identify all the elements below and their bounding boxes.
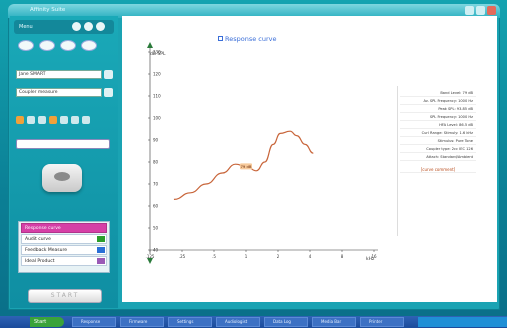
x-tick-label: 1 (245, 254, 248, 259)
y-tick-label: 90 (153, 138, 159, 143)
info-row: HFA Level: 86.5 dB (400, 122, 476, 129)
client-select[interactable]: Jane SMART (16, 70, 102, 79)
x-tick-label: 2 (277, 254, 280, 259)
start-button[interactable]: START (28, 289, 102, 303)
y-tick-label: 80 (153, 160, 159, 165)
taskbar: Start Response Firmware Settings Audiologis… (0, 316, 507, 328)
system-tray (418, 317, 507, 327)
x-tick-label: .5 (212, 254, 216, 259)
sound-icon[interactable] (81, 40, 97, 51)
y-tick-label: 110 (153, 94, 161, 99)
x-tick-label: .25 (179, 254, 186, 259)
measurement-label: Audit curve (25, 237, 51, 242)
measurement-item[interactable]: Audit curve (21, 234, 107, 244)
measurement-item[interactable]: Feedback Measure (21, 245, 107, 255)
x-tick-label: 4 (309, 254, 312, 259)
home-icon[interactable] (72, 22, 81, 31)
taskbar-item[interactable]: Printer (360, 317, 404, 327)
search-input[interactable] (16, 139, 110, 149)
export-icon[interactable] (82, 116, 90, 124)
response-chart: 130 120 110 100 90 80 70 60 50 40.125 .25 .5 1 2 4 8 16 7… (146, 42, 378, 264)
response-curve-line (173, 130, 314, 200)
client-select-icon[interactable] (104, 70, 113, 79)
info-row: Peak SPL: 93.85 dB (400, 106, 476, 113)
taskbar-item[interactable]: Response (72, 317, 116, 327)
folder-icon[interactable] (16, 116, 24, 124)
y-tick-label: 100 (153, 116, 161, 121)
taskbar-item[interactable]: Audiologist (216, 317, 260, 327)
info-row: Curl Range: Stimuly: 1.6 kHz (400, 130, 476, 137)
x-tick-label: 8 (341, 254, 344, 259)
x-tick-label: .125 (146, 254, 155, 259)
annotation-box (240, 163, 252, 170)
close-icon[interactable] (487, 6, 496, 15)
y-tick-label: 70 (153, 182, 159, 187)
zoom-icon[interactable] (60, 116, 68, 124)
y-tick-label: 50 (153, 226, 159, 231)
axis-up-arrow-icon (147, 42, 153, 48)
curve-comment-link[interactable]: [curve comment] (400, 166, 476, 173)
left-sidebar: Menu Jane SMART Coupler measure Response… (10, 16, 118, 308)
app-title: Affinity Suite (30, 7, 66, 13)
list-icon[interactable] (27, 116, 35, 124)
taskbar-item[interactable]: Firmware (120, 317, 164, 327)
measurement-color-icon (97, 225, 105, 231)
ear-select[interactable]: Coupler measure (16, 88, 102, 97)
measurement-item[interactable]: Ideal Product (21, 256, 107, 266)
info-row: Coupler type: 2cc IEC 126 (400, 146, 476, 153)
y-axis-unit: dB SPL (150, 52, 166, 57)
measurement-item[interactable]: Response curve (21, 223, 107, 233)
chart-title: Response curve (218, 35, 277, 43)
right-ear-icon[interactable] (60, 40, 76, 51)
hearing-aid-device-image (42, 164, 82, 192)
measurement-color-icon (97, 258, 105, 264)
taskbar-item[interactable]: Data Log (264, 317, 308, 327)
info-row: Stimulus: Pure Tone (400, 138, 476, 145)
menu-button[interactable]: Menu (19, 24, 33, 30)
minimize-icon[interactable] (465, 6, 474, 15)
image-icon[interactable] (49, 116, 57, 124)
measurement-list: Response curve Audit curve Feedback Measur… (18, 221, 110, 273)
binaural-icon[interactable] (39, 40, 55, 51)
taskbar-item[interactable]: Media Bar (312, 317, 356, 327)
y-tick-label: 40 (153, 248, 159, 253)
help-icon[interactable] (96, 22, 105, 31)
x-axis-unit: kHz (366, 257, 375, 262)
info-row: Attach: Standard/Ambient (400, 154, 476, 161)
y-tick-label: 60 (153, 204, 159, 209)
axis-down-arrow-icon (147, 258, 153, 264)
info-panel: Band Level: 79 dB Av. SPL Frequency: 1000… (397, 86, 477, 236)
y-tick-label: 130 (153, 50, 161, 55)
left-ear-icon[interactable] (18, 40, 34, 51)
maximize-icon[interactable] (476, 6, 485, 15)
measurement-label: Feedback Measure (25, 248, 67, 253)
measurement-color-icon (97, 236, 105, 242)
title-bar: Affinity Suite (8, 4, 500, 18)
settings-icon[interactable] (84, 22, 93, 31)
info-row: SPL Frequency: 1000 Hz (400, 114, 476, 121)
chart-title-text: Response curve (225, 35, 277, 43)
taskbar-item[interactable]: Settings (168, 317, 212, 327)
annotation-label: 79 dB (240, 164, 251, 169)
measurement-label: Response curve (25, 226, 61, 231)
start-menu-button[interactable]: Start (30, 317, 64, 327)
info-row: Av. SPL Frequency: 1000 Hz (400, 98, 476, 105)
ear-select-icon[interactable] (104, 88, 113, 97)
info-row: Band Level: 79 dB (400, 90, 476, 97)
curve-marker-icon (218, 36, 223, 41)
top-toolbar: Menu (14, 20, 114, 34)
grid-icon[interactable] (38, 116, 46, 124)
y-tick-label: 120 (153, 72, 161, 77)
measurement-label: Ideal Product (25, 259, 55, 264)
x-tick-label: 16 (371, 254, 377, 259)
measurement-color-icon (97, 247, 105, 253)
print-icon[interactable] (71, 116, 79, 124)
